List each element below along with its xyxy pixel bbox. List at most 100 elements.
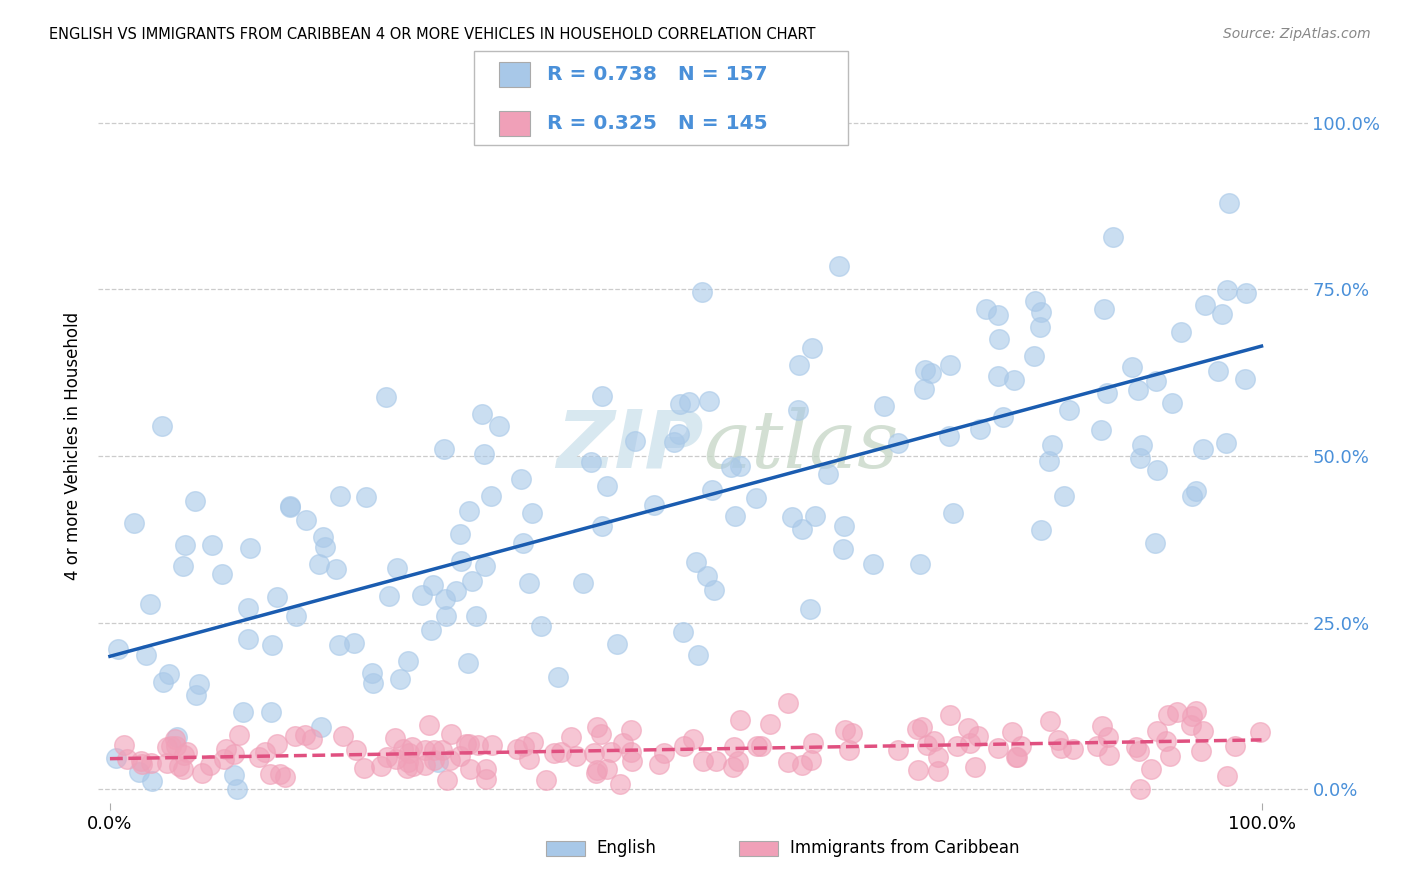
Point [458, 762, 481, 776]
Point [831, 541, 853, 556]
Point [1144, 536, 1167, 550]
Point [1189, 744, 1212, 758]
Point [150, 418, 173, 433]
Point [1007, 750, 1029, 764]
Point [838, 743, 860, 757]
Point [1038, 454, 1060, 468]
Text: ENGLISH VS IMMIGRANTS FROM CARIBBEAN 4 OR MORE VEHICLES IN HOUSEHOLD CORRELATION: ENGLISH VS IMMIGRANTS FROM CARIBBEAN 4 O… [49, 27, 815, 42]
Point [776, 755, 799, 769]
Point [141, 756, 163, 770]
Point [1191, 442, 1213, 457]
Point [671, 625, 693, 640]
Point [1159, 749, 1181, 764]
Point [430, 743, 453, 757]
Point [266, 590, 288, 604]
Point [987, 741, 1010, 756]
Text: Source: ZipAtlas.com: Source: ZipAtlas.com [1223, 27, 1371, 41]
Point [1092, 301, 1115, 316]
Point [1039, 714, 1062, 728]
Point [914, 363, 936, 377]
Point [787, 402, 810, 417]
Point [841, 726, 863, 740]
Point [685, 555, 707, 569]
Point [550, 745, 572, 759]
Point [517, 575, 540, 590]
Point [669, 397, 692, 411]
Point [624, 434, 647, 448]
Point [475, 772, 498, 786]
Point [440, 727, 463, 741]
Point [474, 762, 496, 776]
Point [832, 519, 855, 533]
Point [107, 642, 129, 657]
Point [481, 738, 503, 752]
Point [1128, 744, 1150, 758]
Point [166, 731, 188, 745]
Point [436, 772, 458, 787]
Point [672, 739, 695, 754]
Point [419, 623, 441, 637]
Point [789, 359, 811, 373]
Point [474, 559, 496, 574]
Point [792, 522, 814, 536]
Point [969, 422, 991, 436]
Point [163, 732, 186, 747]
Point [259, 766, 281, 780]
Point [1154, 734, 1177, 748]
Point [920, 366, 942, 380]
Point [1097, 386, 1119, 401]
Point [172, 558, 194, 573]
Point [727, 754, 749, 768]
Point [278, 499, 301, 513]
Point [262, 638, 284, 652]
Point [353, 761, 375, 775]
Point [224, 768, 246, 782]
Point [801, 735, 824, 749]
Point [488, 419, 510, 434]
Point [312, 530, 335, 544]
Text: English: English [596, 839, 657, 857]
Point [547, 670, 569, 684]
Point [176, 745, 198, 759]
Point [506, 741, 529, 756]
Point [817, 467, 839, 481]
Point [606, 637, 628, 651]
Point [668, 426, 690, 441]
Point [449, 748, 471, 763]
Point [377, 589, 399, 603]
Point [696, 569, 718, 583]
Point [131, 757, 153, 772]
Point [799, 602, 821, 616]
Point [596, 479, 619, 493]
Point [585, 765, 607, 780]
Point [156, 739, 179, 754]
Point [911, 720, 934, 734]
Point [294, 728, 316, 742]
Point [724, 509, 747, 524]
Point [1029, 523, 1052, 537]
Point [939, 708, 962, 723]
Point [912, 383, 935, 397]
Point [457, 656, 479, 670]
Point [1024, 294, 1046, 309]
Point [1194, 298, 1216, 312]
Point [1140, 762, 1163, 776]
Point [905, 722, 928, 736]
Point [1170, 325, 1192, 339]
Point [522, 735, 544, 749]
Point [1180, 718, 1202, 732]
Point [1022, 349, 1045, 363]
Point [988, 332, 1011, 346]
Point [135, 648, 157, 662]
Point [591, 727, 613, 741]
Point [413, 742, 436, 756]
Point [449, 527, 471, 541]
Point [520, 506, 543, 520]
Point [190, 765, 212, 780]
Point [967, 729, 990, 743]
Point [434, 609, 457, 624]
Point [697, 393, 720, 408]
Point [942, 507, 965, 521]
Point [325, 562, 347, 576]
Point [278, 500, 301, 515]
